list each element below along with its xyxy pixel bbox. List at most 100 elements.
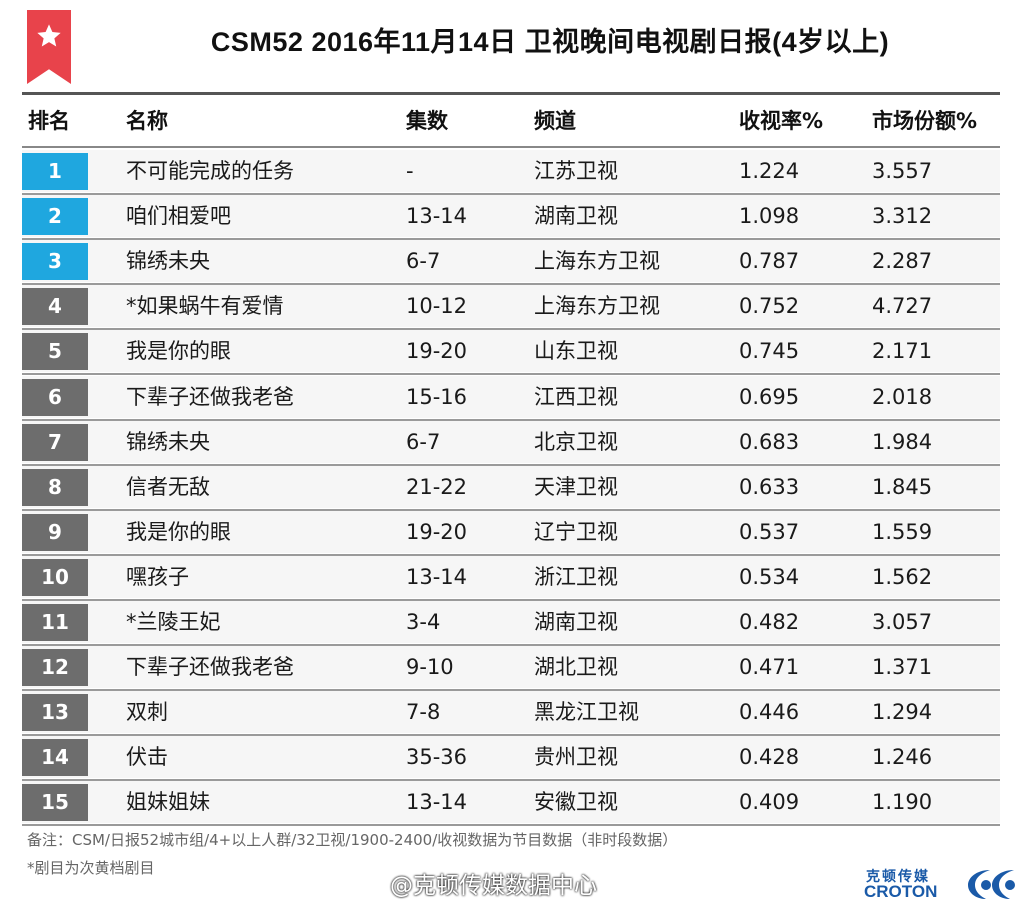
page-title: CSM52 2016年11月14日 卫视晚间电视剧日报(4岁以上) (210, 27, 890, 57)
channel-cell: 天津卫视 (534, 475, 618, 499)
episodes-cell: 13-14 (406, 204, 468, 228)
rank-badge: 15 (22, 784, 88, 821)
table-row: 11 *兰陵王妃 3-4 湖南卫视 0.482 3.057 (22, 601, 1000, 646)
drama-name: *兰陵王妃 (126, 610, 221, 634)
rating-cell: 0.471 (739, 655, 800, 679)
rating-cell: 0.409 (739, 790, 800, 814)
rating-cell: 0.537 (739, 520, 800, 544)
table-row: 8 信者无敌 21-22 天津卫视 0.633 1.845 (22, 466, 1000, 511)
share-cell: 1.559 (872, 520, 933, 544)
rank-badge: 9 (22, 514, 88, 551)
share-cell: 2.171 (872, 339, 933, 363)
channel-cell: 湖南卫视 (534, 610, 618, 634)
drama-name: 伏击 (126, 745, 168, 769)
episodes-cell: 19-20 (406, 339, 468, 363)
drama-name: 锦绣未央 (126, 249, 210, 273)
rating-cell: 1.224 (739, 159, 800, 183)
footer-note: 备注：CSM/日报52城市组/4+以上人群/32卫视/1900-2400/收视数… (27, 831, 678, 849)
channel-cell: 江苏卫视 (534, 159, 618, 183)
episodes-cell: 19-20 (406, 520, 468, 544)
drama-name: 锦绣未央 (126, 430, 210, 454)
episodes-cell: 13-14 (406, 790, 468, 814)
croton-logo: 克顿传媒 CROTON (862, 864, 1022, 904)
row-divider (22, 328, 1000, 330)
share-cell: 1.190 (872, 790, 933, 814)
row-divider (22, 373, 1000, 375)
table-row: 14 伏击 35-36 贵州卫视 0.428 1.246 (22, 736, 1000, 781)
drama-name: *如果蜗牛有爱情 (126, 294, 284, 318)
table-row: 4 *如果蜗牛有爱情 10-12 上海东方卫视 0.752 4.727 (22, 285, 1000, 330)
channel-cell: 浙江卫视 (534, 565, 618, 589)
logo-english-text: CROTON (864, 882, 938, 901)
share-cell: 1.562 (872, 565, 933, 589)
drama-name: 姐妹姐妹 (126, 790, 210, 814)
episodes-cell: 10-12 (406, 294, 468, 318)
share-cell: 3.312 (872, 204, 933, 228)
rank-badge: 3 (22, 243, 88, 280)
row-divider (22, 824, 1000, 826)
column-header-name: 名称 (126, 109, 168, 133)
table-row: 6 下辈子还做我老爸 15-16 江西卫视 0.695 2.018 (22, 376, 1000, 421)
rank-badge: 13 (22, 694, 88, 731)
drama-name: 信者无敌 (126, 475, 210, 499)
row-divider (22, 644, 1000, 646)
table-row: 12 下辈子还做我老爸 9-10 湖北卫视 0.471 1.371 (22, 646, 1000, 691)
footer-footnote: *剧目为次黄档剧目 (27, 859, 155, 877)
episodes-cell: 6-7 (406, 249, 441, 273)
channel-cell: 辽宁卫视 (534, 520, 618, 544)
episodes-cell: 6-7 (406, 430, 441, 454)
watermark: @克顿传媒数据中心 (390, 873, 597, 899)
channel-cell: 黑龙江卫视 (534, 700, 639, 724)
rating-cell: 0.633 (739, 475, 800, 499)
share-cell: 1.371 (872, 655, 933, 679)
table-row: 7 锦绣未央 6-7 北京卫视 0.683 1.984 (22, 421, 1000, 466)
drama-name: 不可能完成的任务 (126, 159, 294, 183)
rank-badge: 1 (22, 153, 88, 190)
episodes-cell: 35-36 (406, 745, 468, 769)
channel-cell: 江西卫视 (534, 385, 618, 409)
drama-name: 我是你的眼 (126, 520, 231, 544)
episodes-cell: 3-4 (406, 610, 441, 634)
row-divider (22, 734, 1000, 736)
channel-cell: 上海东方卫视 (534, 294, 660, 318)
episodes-cell: 9-10 (406, 655, 454, 679)
drama-name: 下辈子还做我老爸 (126, 655, 294, 679)
table-row: 9 我是你的眼 19-20 辽宁卫视 0.537 1.559 (22, 511, 1000, 556)
column-header-episodes: 集数 (406, 109, 448, 133)
rating-cell: 0.752 (739, 294, 800, 318)
table-divider (22, 146, 1000, 148)
column-header-share: 市场份额% (872, 109, 978, 133)
row-divider (22, 238, 1000, 240)
row-divider (22, 419, 1000, 421)
row-divider (22, 193, 1000, 195)
row-divider (22, 599, 1000, 601)
episodes-cell: - (406, 159, 414, 183)
channel-cell: 湖南卫视 (534, 204, 618, 228)
column-header-rank: 排名 (28, 109, 70, 133)
report-header: CSM52 2016年11月14日 卫视晚间电视剧日报(4岁以上) (0, 0, 1024, 90)
rating-cell: 1.098 (739, 204, 800, 228)
channel-cell: 上海东方卫视 (534, 249, 660, 273)
share-cell: 3.557 (872, 159, 933, 183)
episodes-cell: 7-8 (406, 700, 441, 724)
rating-cell: 0.695 (739, 385, 800, 409)
column-header-channel: 频道 (534, 109, 576, 133)
rating-cell: 0.482 (739, 610, 800, 634)
channel-cell: 湖北卫视 (534, 655, 618, 679)
channel-cell: 安徽卫视 (534, 790, 618, 814)
episodes-cell: 21-22 (406, 475, 468, 499)
rank-badge: 2 (22, 198, 88, 235)
share-cell: 1.845 (872, 475, 933, 499)
row-divider (22, 509, 1000, 511)
channel-cell: 贵州卫视 (534, 745, 618, 769)
episodes-cell: 13-14 (406, 565, 468, 589)
drama-name: 嘿孩子 (126, 565, 189, 589)
rating-cell: 0.446 (739, 700, 800, 724)
drama-name: 我是你的眼 (126, 339, 231, 363)
share-cell: 1.294 (872, 700, 933, 724)
share-cell: 2.018 (872, 385, 933, 409)
drama-name: 咱们相爱吧 (126, 204, 231, 228)
share-cell: 2.287 (872, 249, 933, 273)
row-divider (22, 464, 1000, 466)
share-cell: 1.246 (872, 745, 933, 769)
